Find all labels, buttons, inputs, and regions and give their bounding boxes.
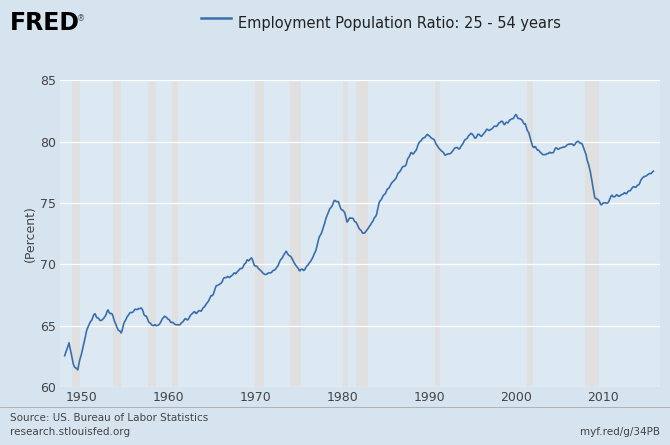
Text: ®: ® xyxy=(77,14,85,23)
Text: Employment Population Ratio: 25 - 54 years: Employment Population Ratio: 25 - 54 yea… xyxy=(238,16,561,31)
Text: FRED: FRED xyxy=(10,11,80,35)
Text: Source: US. Bureau of Labor Statistics: Source: US. Bureau of Labor Statistics xyxy=(10,413,208,423)
Bar xyxy=(585,80,599,387)
Bar xyxy=(527,80,533,387)
Bar xyxy=(113,80,121,387)
Bar xyxy=(356,80,368,387)
Bar xyxy=(289,80,301,387)
Bar xyxy=(72,80,80,387)
Bar xyxy=(172,80,178,387)
Bar xyxy=(255,80,264,387)
Y-axis label: (Percent): (Percent) xyxy=(24,205,38,262)
Text: myf.red/g/34PB: myf.red/g/34PB xyxy=(580,427,660,437)
Bar xyxy=(435,80,440,387)
Bar xyxy=(343,80,348,387)
Text: research.stlouisfed.org: research.stlouisfed.org xyxy=(10,427,130,437)
Bar xyxy=(148,80,156,387)
